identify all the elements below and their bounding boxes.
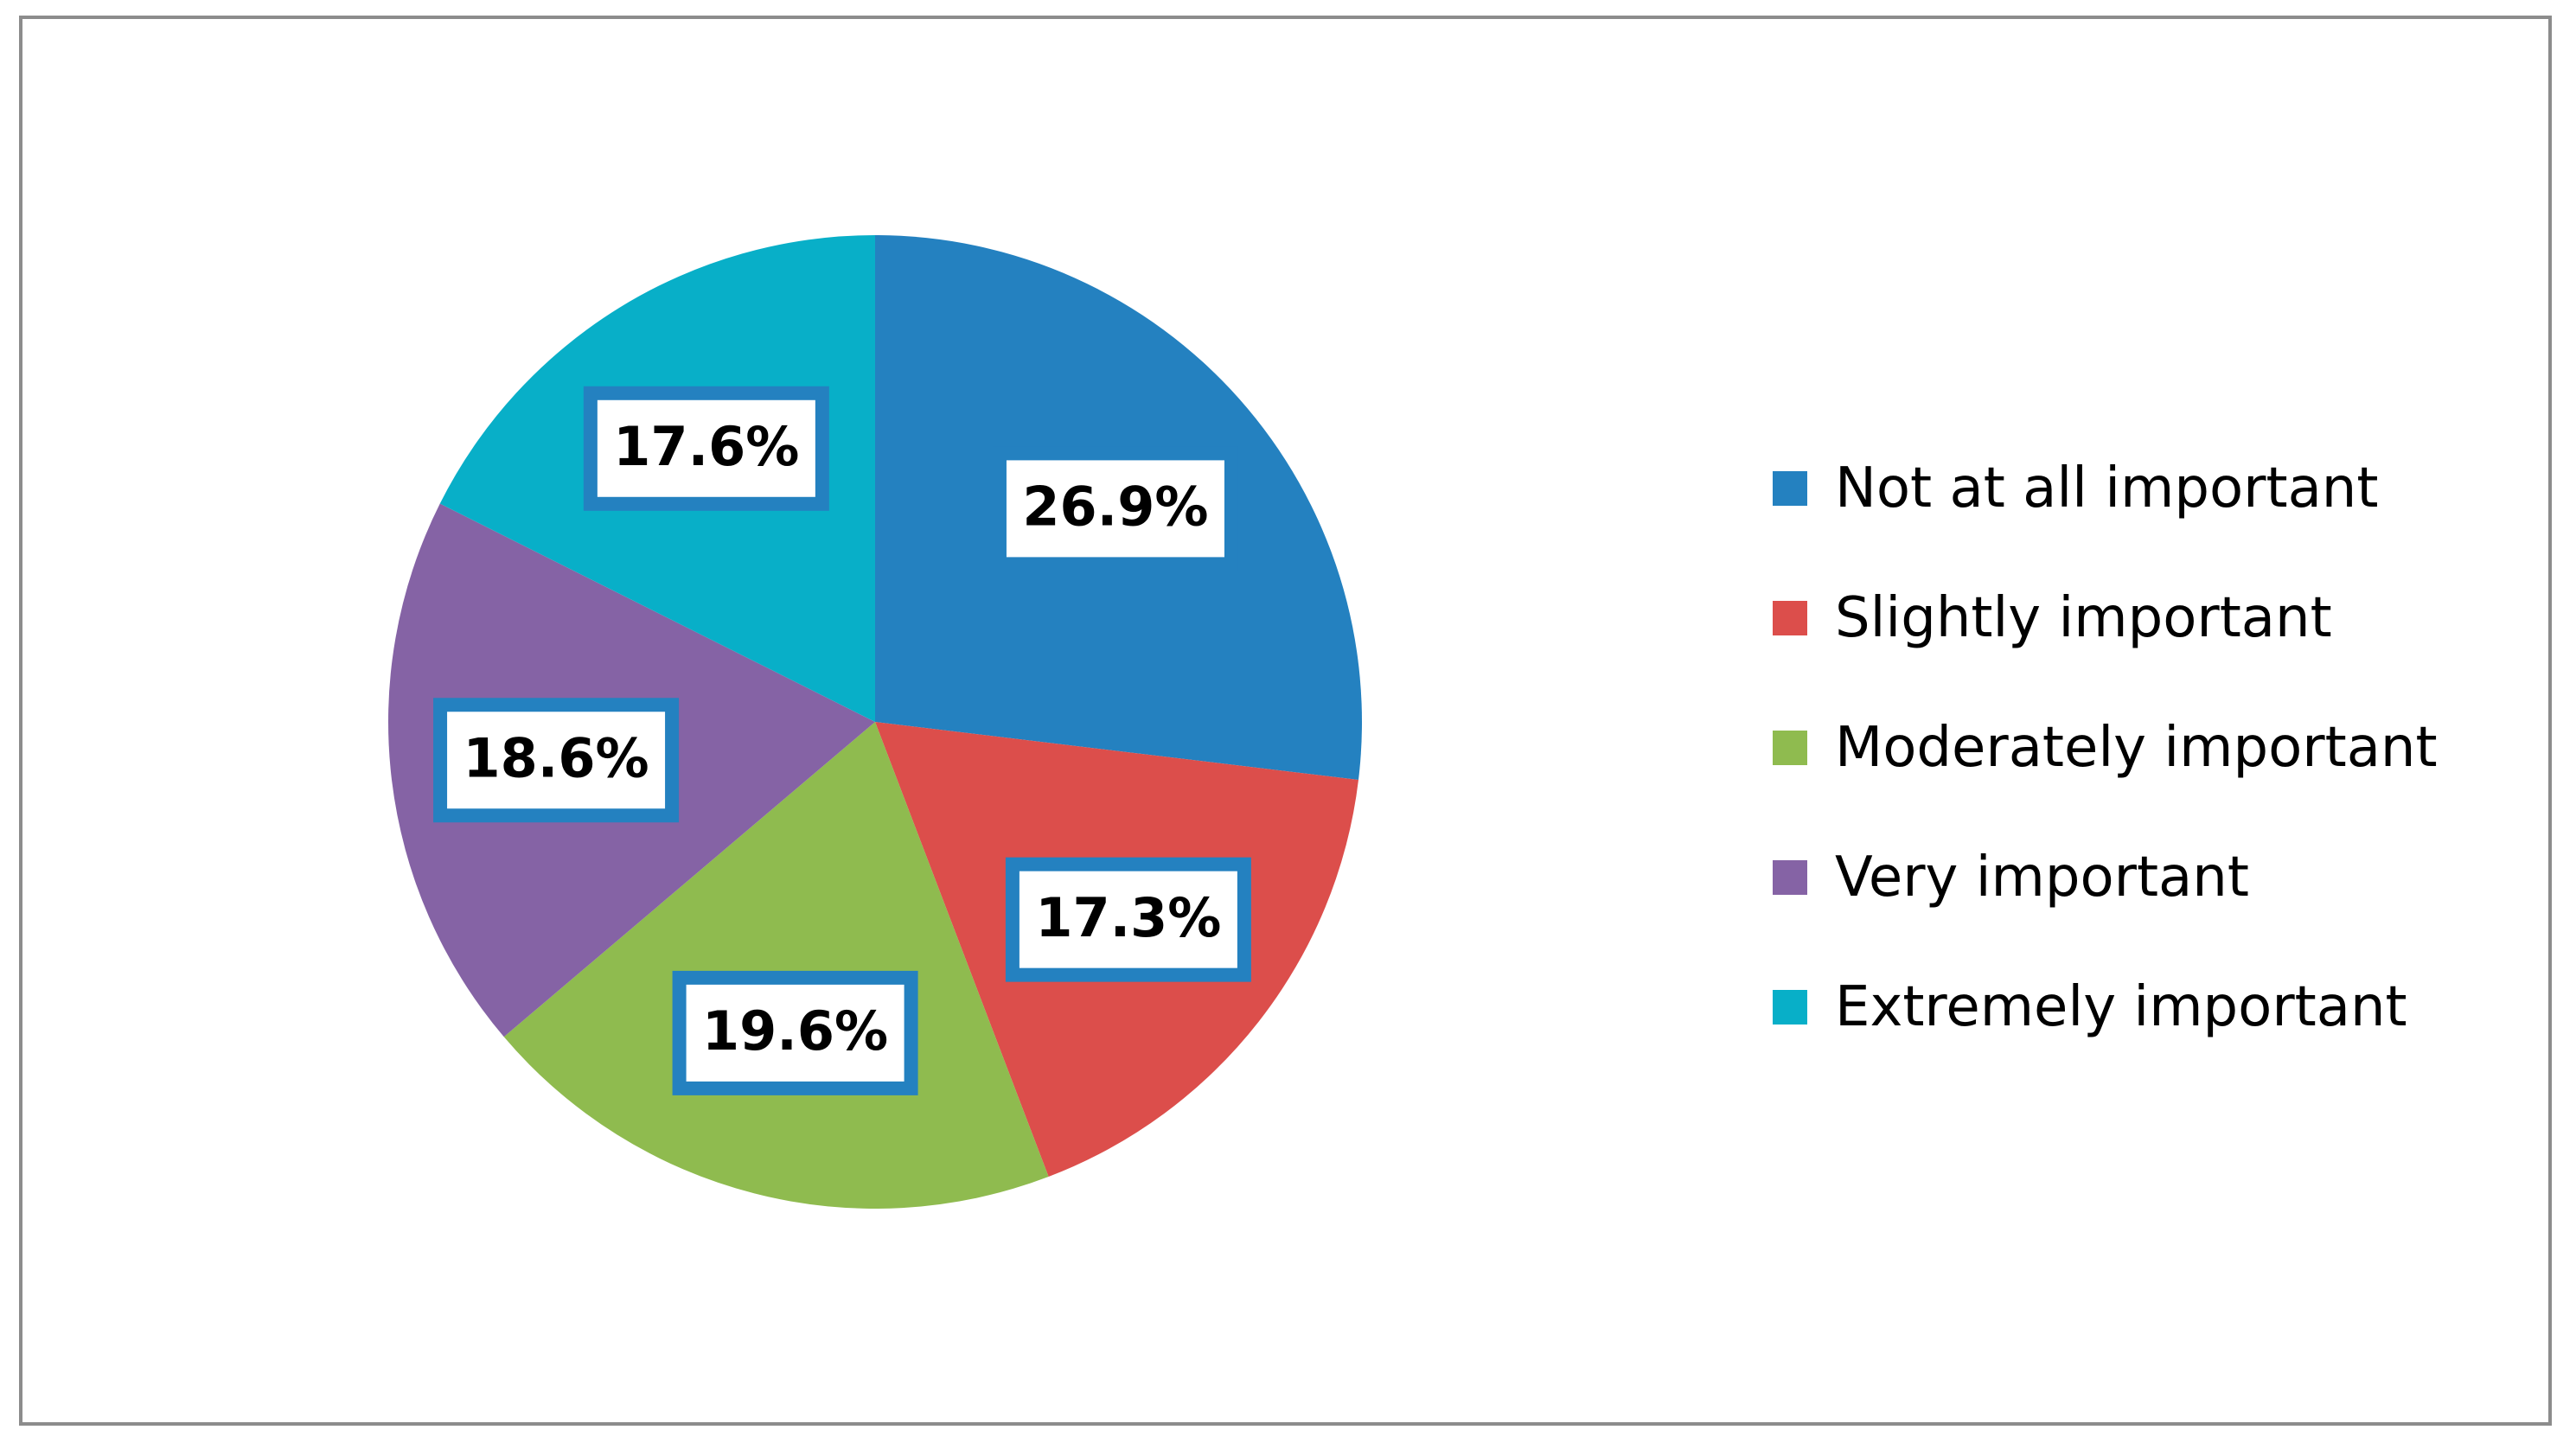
legend-swatch — [1773, 601, 1807, 635]
data-label-text: 19.6% — [702, 999, 888, 1063]
legend-item-moderately-important: Moderately important — [1773, 683, 2438, 813]
data-label-very-important: 18.6% — [433, 698, 680, 823]
legend-label: Slightly important — [1835, 586, 2332, 650]
legend-label: Very important — [1835, 846, 2249, 910]
legend-swatch — [1773, 471, 1807, 506]
legend: Not at all important Slightly important … — [1773, 424, 2438, 1072]
data-label-text: 17.3% — [1035, 886, 1221, 949]
data-label-slightly-important: 17.3% — [1005, 857, 1251, 982]
data-label-extremely-important: 17.6% — [583, 386, 829, 511]
legend-item-not-at-all-important: Not at all important — [1773, 424, 2438, 553]
data-label-text: 17.6% — [613, 415, 799, 478]
data-label-box — [583, 386, 829, 511]
legend-label: Moderately important — [1835, 716, 2438, 780]
data-label-not-at-all-important: 26.9% — [992, 446, 1238, 571]
data-label-box — [672, 970, 918, 1095]
legend-swatch — [1773, 731, 1807, 765]
data-label-box — [433, 698, 680, 823]
data-label-text: 26.9% — [1022, 475, 1208, 538]
data-label-box — [1005, 857, 1251, 982]
data-label-box — [992, 446, 1238, 571]
legend-item-very-important: Very important — [1773, 813, 2438, 942]
legend-label: Extremely important — [1835, 975, 2407, 1039]
legend-item-extremely-important: Extremely important — [1773, 942, 2438, 1072]
legend-swatch — [1773, 860, 1807, 895]
legend-item-slightly-important: Slightly important — [1773, 553, 2438, 683]
data-label-text: 18.6% — [463, 726, 649, 789]
legend-label: Not at all important — [1835, 456, 2379, 520]
legend-swatch — [1773, 990, 1807, 1025]
data-label-moderately-important: 19.6% — [672, 970, 918, 1095]
